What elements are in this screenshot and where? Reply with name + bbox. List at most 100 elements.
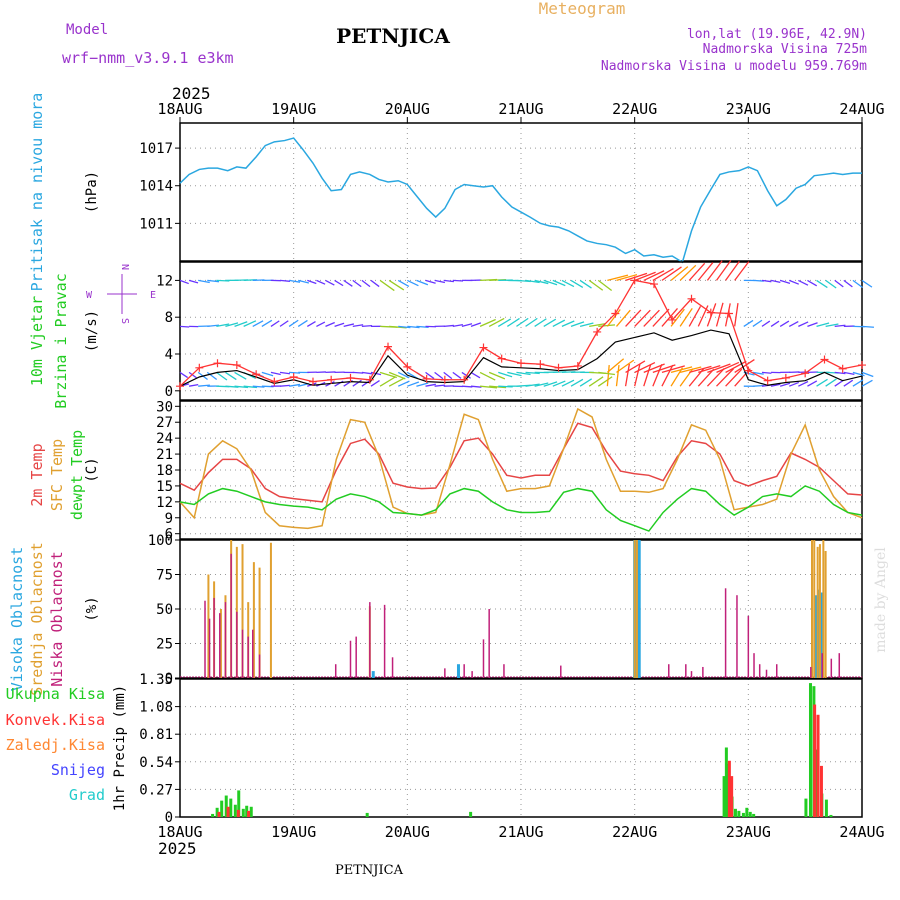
wind-barb: [789, 381, 800, 387]
wind-barb: [561, 279, 575, 288]
wind-barb: [516, 317, 529, 327]
wind-barb: [552, 279, 566, 287]
wind-compass: E W N S: [86, 264, 156, 324]
precip-total-bar: [365, 812, 369, 817]
bottom-day-label: 23AUG: [726, 823, 771, 841]
gust-marker: [593, 327, 602, 336]
wind-barb: [643, 364, 652, 387]
wind-barb: [843, 371, 855, 376]
precip-conv-bar: [236, 809, 240, 817]
top-day-labels: 18AUG 19AUG 20AUG 21AUG 22AUG 23AUG 24AUG: [157, 100, 885, 123]
wind-barb: [779, 382, 791, 387]
wind-barb: [416, 279, 429, 286]
wind-barb: [852, 279, 863, 288]
gust-marker: [327, 375, 336, 384]
wind-barb: [352, 324, 364, 328]
gust-marker: [213, 359, 222, 368]
gust-marker: [781, 373, 790, 382]
wind-barb: [624, 363, 630, 387]
bottom-day-label: 22AUG: [612, 823, 657, 841]
wind-barb: [589, 322, 606, 328]
wind-barb: [434, 371, 444, 380]
wind-barb: [606, 364, 610, 387]
wind-barb: [816, 378, 828, 387]
wind-barb: [634, 309, 651, 327]
wind-barb: [516, 371, 531, 376]
wind-barb: [606, 309, 621, 327]
wind-barb: [606, 358, 625, 373]
wind-barb: [497, 318, 512, 327]
bottom-day-label: 21AUG: [498, 823, 543, 841]
y-axis-label: (m/s): [84, 310, 100, 352]
wind-barb: [634, 364, 641, 387]
wind-barb: [443, 279, 454, 283]
wind-barb: [679, 307, 693, 327]
wind-barb: [488, 317, 505, 327]
wind-barb: [452, 324, 464, 328]
cloud-title: Visoka Oblacnost: [8, 547, 26, 692]
wind-barb: [480, 385, 498, 389]
wind-barb: [316, 321, 326, 327]
wind-barb: [579, 378, 593, 387]
gust-marker: [440, 375, 449, 384]
wind-barb: [479, 371, 496, 381]
gust-marker: [308, 377, 317, 386]
precip-conv-bar: [247, 810, 251, 817]
wind-barb: [307, 279, 317, 285]
wind-barb: [498, 371, 513, 378]
gust-marker: [422, 374, 431, 383]
gust-marker: [573, 361, 582, 370]
wind-barb: [525, 371, 540, 375]
wind-barb: [725, 360, 747, 373]
gust-marker: [801, 369, 810, 378]
wind-barb: [443, 371, 453, 380]
wind-barb: [261, 371, 274, 377]
y-axis-label: (%): [84, 596, 100, 621]
wind-barb: [689, 365, 712, 374]
wind-barb: [670, 367, 684, 387]
wind-barb: [379, 376, 396, 387]
wind-barb: [434, 279, 446, 284]
wind-barb: [316, 279, 326, 285]
y-tick-label: 18: [156, 463, 173, 479]
wind-barb: [807, 279, 818, 287]
wind-barb: [525, 317, 538, 327]
wind-barb: [734, 359, 755, 373]
wind-barb: [734, 368, 751, 387]
precip-title: Zaledj.Kisa: [6, 736, 105, 754]
wind-barb: [697, 262, 714, 281]
wind-barb: [370, 279, 380, 288]
wind-barb: [652, 363, 663, 387]
wind-barb: [261, 319, 273, 327]
wind-barb: [361, 371, 373, 375]
gust-marker: [176, 382, 184, 391]
year-top: 2025: [172, 84, 211, 103]
wind-barb: [706, 368, 725, 387]
y-tick-label: 0: [165, 671, 173, 687]
top-day-label: 19AUG: [271, 100, 316, 118]
y-tick-label: 12: [156, 273, 173, 289]
wind-barb: [225, 371, 237, 381]
wind-barb: [343, 279, 353, 287]
pressure-panel: 1011 1014 1017 (hPa): [84, 122, 863, 264]
wind-barb: [724, 303, 731, 327]
y-tick-label: 9: [165, 511, 173, 527]
y-tick-label: 50: [156, 602, 173, 618]
gust-marker: [517, 359, 525, 368]
gust-marker: [384, 342, 393, 351]
y-tick-label: 1011: [139, 216, 173, 232]
wind-barb: [289, 383, 301, 387]
gust-marker: [195, 363, 204, 372]
gust-marker: [725, 309, 734, 318]
wind-barb: [716, 368, 735, 387]
wind-barb: [807, 322, 818, 328]
wind-barb: [507, 371, 522, 377]
wind-barb: [352, 379, 362, 387]
wind-barb: [352, 371, 364, 374]
precip-total-bar: [737, 810, 741, 817]
precip-total-bar: [829, 814, 833, 817]
wind-barb: [270, 320, 280, 327]
wind-barb: [361, 279, 371, 288]
wind-title-2: Brzina i Pravac: [52, 273, 70, 408]
